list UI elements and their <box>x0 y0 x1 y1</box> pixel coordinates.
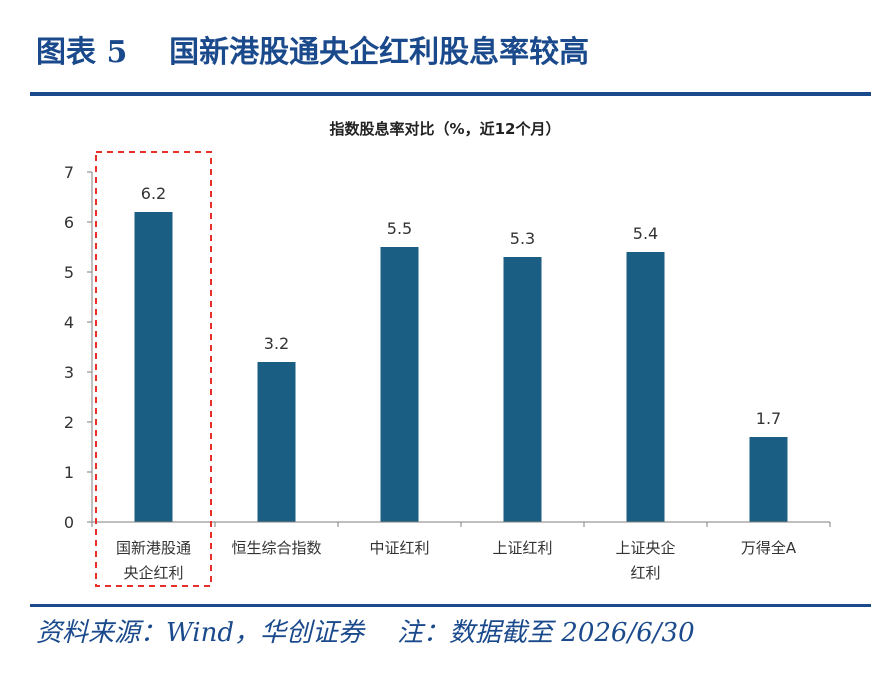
value-labels-group: 6.2 3.2 5.5 5.3 5.4 1.7 <box>141 184 781 428</box>
value-label: 5.5 <box>387 219 412 238</box>
highlight-group <box>95 151 212 587</box>
value-label: 6.2 <box>141 184 166 203</box>
bar <box>626 252 665 522</box>
bar <box>257 362 296 522</box>
bar <box>380 247 419 522</box>
y-tick-label: 5 <box>64 263 74 282</box>
highlight-box <box>95 151 212 587</box>
x-tick-label: 中证红利 <box>369 539 429 557</box>
y-tick-label: 2 <box>64 413 74 432</box>
source-note: 资料来源：Wind，华创证券 注：数据截至 2026/6/30 <box>36 618 695 648</box>
value-label: 5.3 <box>510 229 535 248</box>
value-label: 1.7 <box>756 409 781 428</box>
bars-group <box>134 212 788 522</box>
chart-title: 指数股息率对比（%，近12个月） <box>330 120 561 138</box>
y-tick-label: 6 <box>64 213 74 232</box>
y-tick-label: 3 <box>64 363 74 382</box>
x-tick-label: 国新港股通 <box>116 539 191 557</box>
y-tick-label: 0 <box>64 513 74 532</box>
x-tick-label: 万得全A <box>741 539 797 557</box>
x-tick-label: 上证红利 <box>492 539 552 557</box>
title-rule <box>30 92 871 96</box>
bar <box>749 437 788 522</box>
y-axis-ticks: 0 1 2 3 4 5 6 7 <box>64 163 92 532</box>
x-tick-label: 恒生综合指数 <box>231 539 321 557</box>
x-tick-label: 央企红利 <box>123 564 183 582</box>
value-label: 3.2 <box>264 334 289 353</box>
figure-title: 图表 5 国新港股通央企红利股息率较高 <box>36 35 590 70</box>
bar <box>134 212 173 522</box>
footer-rule <box>30 604 871 607</box>
y-tick-label: 7 <box>64 163 74 182</box>
x-tick-label: 红利 <box>630 564 660 582</box>
bar <box>503 257 542 522</box>
value-label: 5.4 <box>633 224 658 243</box>
y-tick-label: 1 <box>64 463 74 482</box>
x-tick-label: 上证央企 <box>615 539 675 557</box>
axes-group <box>91 172 831 527</box>
y-tick-label: 4 <box>64 313 74 332</box>
